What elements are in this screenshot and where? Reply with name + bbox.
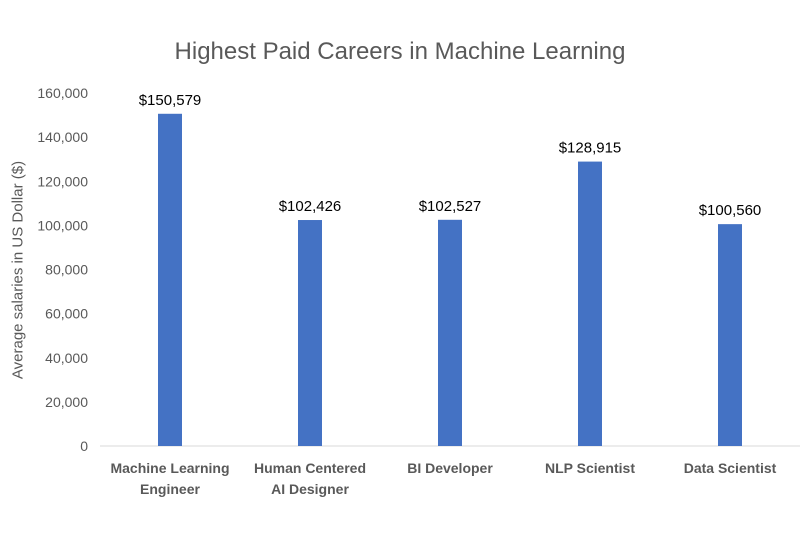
y-tick-label: 160,000 <box>37 85 88 101</box>
x-tick-label: BI Developer <box>407 460 493 476</box>
bar <box>158 113 182 446</box>
bar <box>578 161 602 446</box>
bar <box>718 224 742 446</box>
data-label: $150,579 <box>139 92 202 109</box>
x-tick-label: Machine Learning Engineer <box>110 460 229 497</box>
y-tick-label: 80,000 <box>45 262 88 278</box>
data-label: $102,426 <box>279 198 342 215</box>
y-tick-label: 100,000 <box>37 217 88 233</box>
bar <box>298 220 322 446</box>
data-label: $128,915 <box>559 140 622 157</box>
chart-title: Highest Paid Careers in Machine Learning <box>174 38 626 65</box>
y-tick-label: 120,000 <box>37 173 88 189</box>
y-tick-label: 140,000 <box>37 129 88 145</box>
data-label: $100,560 <box>699 202 762 219</box>
x-tick-label: Human Centered AI Designer <box>254 460 366 497</box>
data-label: $102,527 <box>419 198 482 215</box>
y-tick-label: 60,000 <box>45 306 88 322</box>
x-tick-label: NLP Scientist <box>545 460 635 476</box>
bar <box>438 219 462 446</box>
y-tick-label: 0 <box>80 438 88 454</box>
y-tick-label: 40,000 <box>45 350 88 366</box>
y-tick-label: 20,000 <box>45 394 88 410</box>
x-tick-label: Data Scientist <box>684 460 777 476</box>
